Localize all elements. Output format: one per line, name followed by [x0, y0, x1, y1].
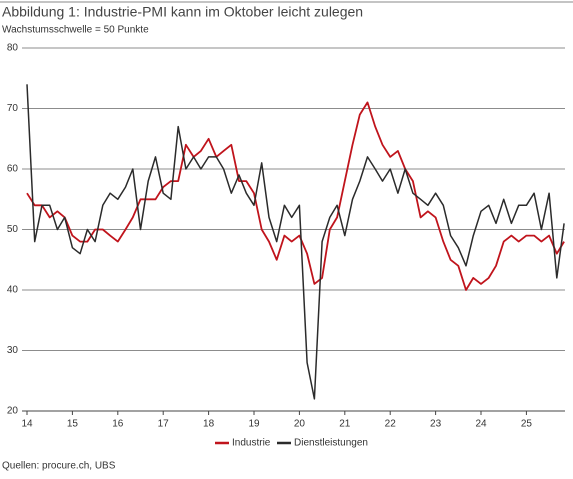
x-tick-label: 19 [248, 419, 260, 430]
x-tick-label: 15 [67, 419, 79, 430]
series-line [26, 84, 565, 400]
x-tick-label: 21 [339, 419, 351, 430]
x-tick-label: 23 [430, 419, 442, 430]
x-tick-label: 18 [203, 419, 215, 430]
chart-title: Abbildung 1: Industrie-PMI kann im Oktob… [2, 4, 363, 20]
x-tick-label: 17 [158, 419, 170, 430]
source: Quellen: procure.ch, UBS [2, 461, 116, 472]
legend-label: Industrie [232, 438, 271, 449]
x-tick-label: 25 [521, 419, 533, 430]
series-line [26, 101, 565, 291]
y-tick-label: 20 [7, 406, 19, 417]
legend-label: Dienstleistungen [294, 438, 368, 449]
y-tick-label: 30 [7, 345, 19, 356]
y-tick-label: 40 [7, 285, 19, 296]
y-tick-label: 70 [7, 103, 19, 114]
x-tick-label: 24 [475, 419, 487, 430]
y-tick-label: 50 [7, 224, 19, 235]
x-tick-label: 22 [385, 419, 397, 430]
x-tick-label: 20 [294, 419, 306, 430]
y-tick-label: 80 [7, 43, 19, 54]
x-tick-label: 14 [21, 419, 33, 430]
chart-subtitle: Wachstumsschwelle = 50 Punkte [2, 25, 149, 36]
x-tick-label: 16 [112, 419, 124, 430]
y-tick-label: 60 [7, 164, 19, 175]
